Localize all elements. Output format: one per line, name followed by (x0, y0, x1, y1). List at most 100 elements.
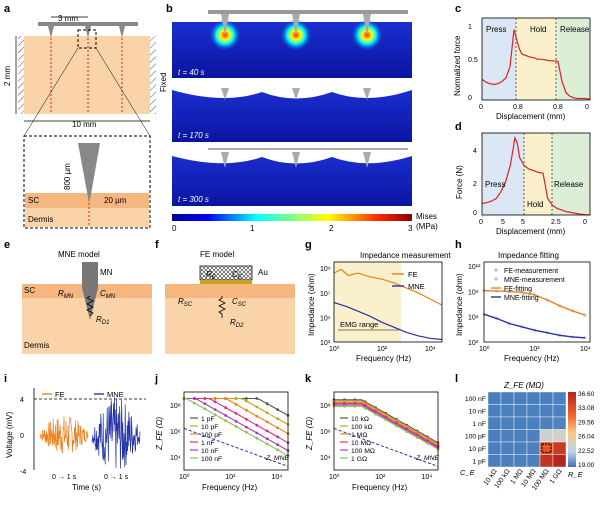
stress-map-170s (172, 90, 412, 142)
sweep-marker (234, 419, 238, 423)
force-curve (481, 29, 591, 100)
sweep-marker (234, 397, 238, 400)
fit-line (483, 313, 586, 339)
panel-d: d Press Hold Release 0 2 4 0 5 5 2.5 0 Displacement… (455, 121, 591, 236)
heatmap-cell (552, 391, 567, 405)
microneedle-right (119, 26, 125, 38)
y-tick-label: 1 (468, 24, 472, 31)
heatmap-cell (513, 391, 528, 405)
heatmap-cell (487, 429, 502, 443)
sweep-marker (374, 412, 377, 416)
zmne-reference (183, 427, 289, 467)
sweep-line (334, 404, 439, 449)
x-tick-label: 10² (529, 346, 540, 353)
y-tick-label: 10⁹ (320, 266, 331, 273)
row-label: 10 nF (469, 409, 486, 416)
sc-label: SC (28, 196, 39, 205)
highlight-cell (541, 443, 552, 453)
colorbar-tick: 19.00 (578, 462, 595, 469)
phase-label: Release (554, 180, 584, 189)
heatmap-cell (513, 429, 528, 443)
legend-label: MNE (107, 390, 124, 399)
sweep-marker (245, 425, 248, 429)
heatmap-cell (539, 416, 554, 430)
phase-label: Press (486, 25, 506, 34)
phase-label: Hold (527, 200, 543, 209)
sweep-marker (276, 443, 279, 446)
phase-release (552, 133, 590, 215)
sweep-marker (255, 414, 259, 418)
sweep-marker (213, 413, 217, 417)
axis-frame (183, 391, 289, 471)
resistor-zigzag (86, 295, 94, 317)
y-tick-label: 4 (20, 397, 24, 404)
indent-170 (172, 84, 412, 99)
needle-c1 (221, 88, 229, 100)
panel-i: i FE 0 → 1 s MNE 0 → 1 s -4 0 4 Time (s) Voltage… (4, 373, 146, 492)
zoom-line-l (23, 47, 79, 137)
y-axis-label: Impedance (ohm) (307, 273, 316, 336)
legend-label: 1 GΩ (351, 456, 367, 463)
y-axis-label: Force (N) (455, 165, 464, 199)
csc-label: CSC (232, 297, 247, 308)
mne-model-title: MNE model (58, 250, 100, 259)
axis-frame (483, 261, 591, 343)
sweep-marker (245, 417, 248, 421)
x-tick-label: 10² (377, 346, 388, 353)
fit-line (483, 289, 586, 316)
y-tick-label: 10⁷ (320, 291, 331, 298)
plot-c-area: Press Hold Release 0 0.5 1 0 0.8 0.8 0 Displacemen… (453, 17, 591, 121)
y-tick-label: 10⁶ (320, 429, 331, 436)
microneedle-mid (85, 26, 91, 38)
sweep-marker (276, 435, 279, 439)
legend-label: 1 pF (201, 416, 215, 423)
sweep-marker (255, 431, 259, 435)
sweep-marker (384, 418, 388, 422)
sweep-marker (203, 407, 207, 411)
panel-label-b: b (166, 3, 173, 15)
rsc-label: RSC (178, 297, 193, 308)
x-tick-label: 10⁴ (425, 346, 436, 353)
panel-b: b t = 40 s t = 170 s t = 300 s Mises (MP… (166, 3, 438, 233)
indent-300 (172, 150, 412, 164)
heatmap-cell (539, 429, 554, 443)
needle-b1 (221, 14, 229, 36)
sweep-marker (203, 402, 207, 406)
legend-label: MNE-measurement (504, 277, 565, 284)
heatmap-cell (513, 454, 528, 468)
sweep-marker (245, 397, 248, 400)
time-range-label: 0 → 1 s (104, 474, 129, 481)
legend-label: FE (408, 270, 418, 279)
needle-zoom (78, 143, 100, 203)
row-label: 1 nF (472, 421, 486, 428)
sweep-marker (265, 402, 269, 406)
skin-model-region (24, 36, 150, 114)
colorbar-tick: 33.08 (578, 405, 595, 412)
panel-label-i: i (4, 373, 7, 385)
x-tick-label: 10⁴ (421, 474, 432, 481)
sweep-marker (265, 429, 269, 433)
time-label-300: t = 300 s (178, 195, 209, 204)
colorbar-tick: 3 (408, 224, 413, 233)
needle-b3 (363, 14, 371, 36)
c-mn-label: CMN (100, 289, 116, 300)
mn-base-plate (38, 22, 138, 26)
sweep-marker (426, 441, 429, 445)
heatmap-cell (500, 441, 515, 455)
plot-h-area: Impedance fitting FE-measurement MNE-measu… (455, 251, 591, 363)
zoom-box (77, 29, 97, 49)
r-mn-label: RMN (58, 289, 74, 300)
phase-label: Hold (530, 25, 546, 34)
heatmap-cell (526, 391, 541, 405)
colorbar-tick: 1 (250, 224, 255, 233)
legend-label: MNE-fitting (504, 295, 539, 302)
zmne-reference (333, 427, 439, 467)
row-label: 10 pF (469, 446, 486, 453)
axis-frame (333, 261, 443, 343)
legend-marker (494, 277, 498, 281)
panel-l: l Z_FE (MΩ) 100 nF 10 nF 1 nF 100 pF 10 pF 1 p… (455, 373, 595, 492)
sweep-marker (255, 397, 259, 400)
needle-c2 (292, 88, 300, 100)
